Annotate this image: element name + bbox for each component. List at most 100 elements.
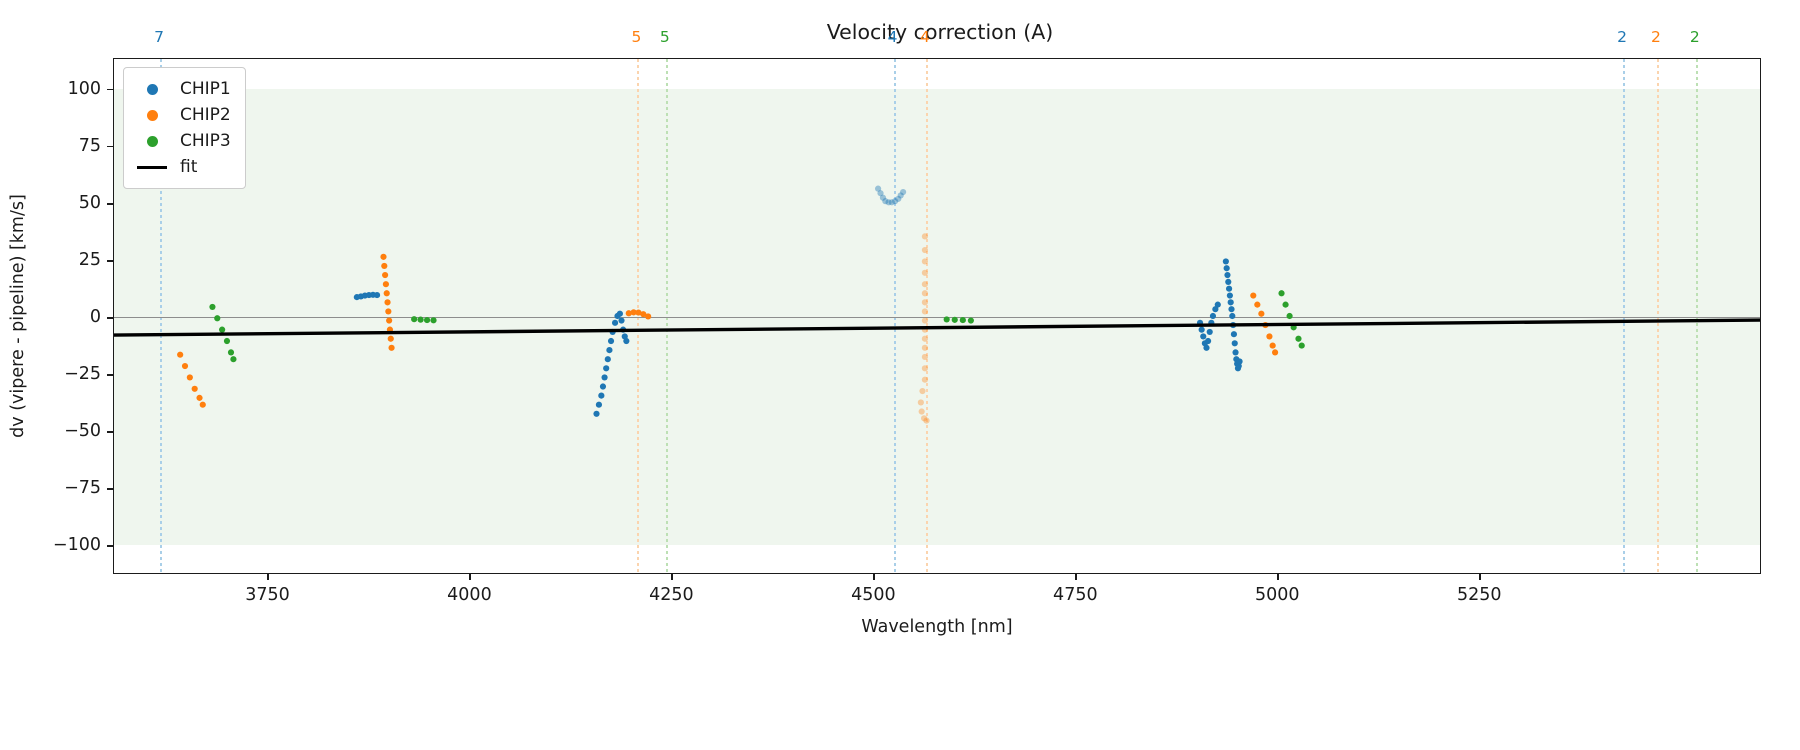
y-tick — [107, 374, 114, 376]
legend-label: CHIP3 — [180, 131, 231, 151]
top-marker-label: 7 — [154, 28, 164, 46]
data-point — [1214, 301, 1221, 308]
legend-label: CHIP2 — [180, 105, 231, 125]
data-point — [888, 199, 895, 206]
data-point — [635, 309, 642, 316]
data-point — [616, 310, 623, 317]
reference-vline — [637, 59, 640, 573]
y-tick-label: 75 — [78, 135, 101, 156]
data-point — [1227, 299, 1234, 306]
plot-area: CHIP1 CHIP2 CHIP3 fit −100 −75 −50 −25 0 25 50 75 1… — [53, 58, 1761, 605]
data-point — [1226, 292, 1233, 299]
y-axis-label: dv (vipere - pipeline) [km/s] — [8, 194, 28, 438]
data-point — [921, 246, 928, 254]
data-point — [209, 303, 216, 310]
data-point — [921, 299, 928, 306]
tolerance-band — [114, 88, 1760, 546]
top-marker-label: 5 — [659, 28, 670, 46]
data-point — [382, 281, 390, 288]
reference-vline — [1623, 59, 1626, 573]
x-tick-label: 4250 — [649, 585, 694, 605]
data-point — [1266, 333, 1273, 340]
data-point — [921, 317, 928, 324]
data-point — [921, 376, 928, 383]
data-point — [1228, 306, 1235, 313]
data-point — [967, 317, 974, 324]
data-point — [921, 365, 928, 372]
data-point — [430, 317, 437, 324]
x-tick-label: 4750 — [1053, 585, 1098, 605]
data-point — [599, 383, 607, 390]
top-marker-label: 2 — [1689, 28, 1700, 46]
data-point — [885, 199, 892, 206]
data-point — [1231, 340, 1238, 347]
data-point — [879, 194, 887, 201]
series-chip1 — [353, 185, 1243, 417]
data-point — [921, 335, 928, 342]
data-point — [1236, 358, 1243, 365]
data-point — [1200, 333, 1207, 340]
data-point — [611, 319, 619, 326]
data-point — [625, 310, 632, 317]
data-point — [593, 410, 600, 417]
data-point — [181, 362, 189, 370]
top-marker-label: 2 — [1651, 28, 1661, 46]
data-point — [921, 233, 928, 240]
x-tick-label: 5250 — [1456, 585, 1502, 605]
data-point — [921, 281, 928, 288]
data-point — [1222, 258, 1229, 265]
data-point — [186, 374, 193, 381]
data-point — [214, 315, 221, 322]
data-point — [1203, 344, 1210, 351]
data-point — [630, 309, 637, 316]
x-tick-label: 4500 — [851, 585, 896, 605]
data-point — [1269, 342, 1276, 349]
y-tick — [107, 431, 114, 433]
data-point — [1230, 331, 1238, 338]
data-point — [385, 308, 392, 315]
data-point — [919, 387, 926, 395]
data-point — [891, 198, 899, 205]
y-tick-label: −100 — [52, 535, 101, 556]
data-point — [1258, 310, 1265, 317]
data-point — [618, 317, 625, 324]
data-point — [373, 291, 381, 299]
x-tick-label: 4000 — [447, 585, 492, 605]
data-point — [921, 269, 928, 276]
legend-item-fit[interactable]: fit — [134, 154, 231, 180]
legend-item-chip1[interactable]: CHIP1 — [134, 76, 231, 102]
data-point — [882, 198, 889, 205]
y-tick-label: 0 — [89, 307, 101, 327]
data-point — [382, 271, 389, 279]
data-point — [603, 365, 610, 372]
data-point — [1282, 301, 1289, 308]
data-point — [1278, 290, 1285, 297]
legend-dot-icon — [134, 83, 170, 95]
data-point — [1225, 278, 1232, 285]
data-point — [1224, 271, 1231, 279]
x-tick — [267, 573, 270, 580]
data-point — [943, 316, 950, 323]
data-point — [921, 353, 928, 361]
zero-line — [114, 317, 1760, 318]
data-point — [386, 317, 393, 324]
reference-vline — [1695, 59, 1698, 573]
legend-dot-icon — [134, 135, 170, 147]
top-marker-label: 5 — [631, 28, 642, 46]
data-point — [1286, 312, 1293, 320]
y-tick-label: 100 — [67, 78, 101, 99]
data-point — [1229, 312, 1236, 320]
legend: CHIP1 CHIP2 CHIP3 fit — [123, 67, 246, 189]
data-point — [1209, 312, 1217, 320]
data-point — [383, 290, 390, 297]
legend-item-chip2[interactable]: CHIP2 — [134, 102, 231, 128]
x-axis-label: Wavelength [nm] — [861, 617, 1013, 637]
data-point — [191, 385, 198, 392]
data-point — [1206, 328, 1213, 336]
data-point — [951, 316, 958, 323]
data-point — [921, 344, 928, 351]
legend-item-chip3[interactable]: CHIP3 — [134, 128, 231, 154]
data-point — [920, 415, 928, 422]
data-point — [196, 394, 203, 401]
data-point — [923, 417, 930, 424]
